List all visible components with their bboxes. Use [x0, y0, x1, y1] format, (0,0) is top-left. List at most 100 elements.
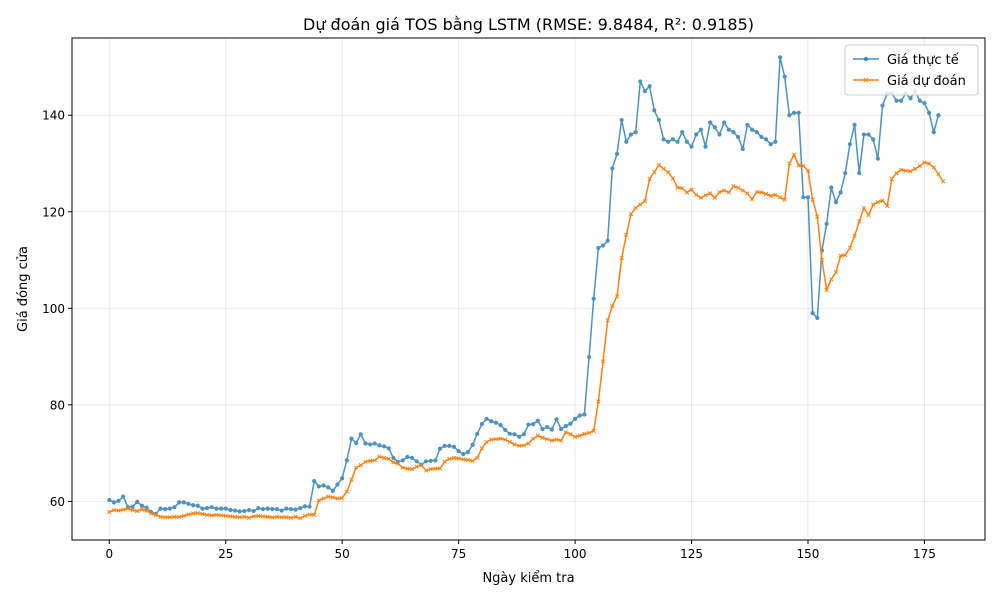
data-point — [582, 431, 587, 436]
data-point — [531, 436, 536, 441]
data-point — [773, 192, 778, 198]
data-point — [544, 436, 550, 442]
data-point — [647, 84, 652, 89]
data-point — [335, 496, 340, 501]
data-point — [940, 179, 946, 184]
data-point — [903, 168, 908, 173]
data-point — [810, 197, 815, 202]
legend-label-predicted: Giá dự đoán — [887, 74, 966, 89]
data-point — [633, 205, 638, 211]
data-point — [880, 103, 885, 108]
data-point — [866, 212, 871, 218]
data-point — [144, 508, 149, 513]
data-point — [745, 122, 750, 127]
data-point — [316, 484, 321, 489]
data-point — [237, 515, 242, 520]
data-point — [787, 113, 792, 118]
data-point — [531, 422, 536, 427]
data-point — [260, 507, 266, 512]
data-point — [740, 146, 745, 152]
data-point — [829, 185, 834, 190]
data-point — [670, 176, 676, 181]
data-point — [242, 514, 247, 519]
data-point — [344, 489, 349, 494]
data-point — [125, 506, 131, 511]
data-point — [922, 101, 927, 106]
data-point — [302, 504, 308, 509]
data-point — [284, 515, 289, 520]
data-point — [265, 506, 270, 511]
grid — [72, 38, 985, 540]
data-point — [293, 514, 298, 519]
data-point — [121, 494, 126, 499]
data-point — [274, 507, 280, 512]
data-point — [815, 315, 820, 321]
data-point — [857, 219, 862, 224]
data-point — [763, 137, 769, 142]
data-point — [330, 488, 335, 493]
data-point — [274, 514, 280, 519]
data-point — [307, 512, 312, 517]
data-point — [717, 189, 722, 195]
data-point — [503, 437, 508, 442]
data-point — [740, 188, 745, 193]
data-point — [680, 185, 685, 191]
data-point — [512, 442, 517, 447]
data-point — [638, 202, 643, 207]
data-point — [768, 142, 773, 147]
data-point — [158, 514, 163, 519]
data-point — [759, 190, 764, 195]
data-point — [540, 426, 545, 432]
data-point — [172, 505, 177, 510]
data-point — [689, 144, 694, 149]
data-point — [223, 506, 228, 511]
data-point — [936, 171, 941, 177]
data-point — [167, 515, 172, 520]
data-point — [358, 463, 363, 468]
data-point — [572, 416, 578, 421]
data-point — [437, 446, 443, 451]
data-point — [652, 108, 657, 113]
data-point — [912, 166, 918, 171]
data-point — [214, 506, 219, 511]
data-point — [163, 507, 168, 512]
y-tick-label: 120 — [42, 205, 65, 219]
data-point — [489, 437, 494, 442]
data-point — [843, 253, 848, 258]
data-point — [559, 426, 564, 432]
x-tick-label: 150 — [797, 547, 820, 561]
legend-marker-actual — [863, 56, 869, 62]
data-point — [442, 459, 447, 464]
data-point — [545, 424, 550, 430]
data-point — [288, 515, 294, 520]
data-point — [377, 443, 382, 448]
data-point — [931, 165, 936, 170]
data-point — [614, 294, 620, 299]
data-point — [349, 477, 354, 482]
x-tick-label: 125 — [680, 547, 703, 561]
data-point — [423, 459, 429, 464]
data-point — [288, 507, 294, 512]
data-point — [330, 495, 336, 500]
data-point — [191, 503, 196, 508]
data-point — [703, 144, 708, 149]
y-tick-label: 60 — [50, 495, 65, 509]
series-group — [107, 55, 946, 521]
data-point — [218, 506, 224, 511]
data-point — [265, 514, 270, 519]
data-point — [312, 512, 317, 518]
data-point — [908, 96, 913, 101]
plot-frame — [71, 37, 986, 541]
data-point — [577, 433, 582, 438]
data-point — [670, 137, 676, 142]
data-point — [708, 191, 713, 196]
data-point — [656, 117, 662, 123]
x-tick-label: 100 — [564, 547, 587, 561]
data-point — [181, 513, 186, 519]
data-point — [833, 269, 839, 275]
data-point — [228, 514, 233, 519]
x-tick-label: 175 — [913, 547, 936, 561]
data-point — [526, 441, 531, 446]
data-point — [871, 202, 876, 207]
